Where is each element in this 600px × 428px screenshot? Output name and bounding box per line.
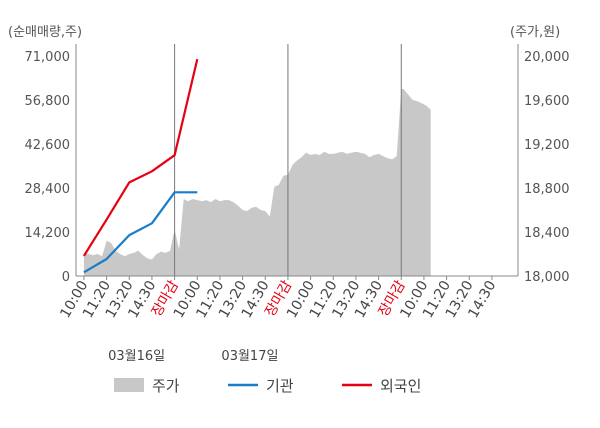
right-tick-label: 19,200	[524, 138, 570, 153]
date-label: 03월17일	[221, 349, 278, 364]
date-labels: 03월16일 03월17일	[108, 349, 278, 364]
left-tick-label: 14,200	[25, 226, 71, 241]
right-tick-label: 20,000	[524, 50, 570, 65]
series-line-foreign	[82, 58, 199, 257]
legend-label: 주가	[152, 377, 180, 395]
left-tick-label: 28,400	[25, 182, 71, 197]
price-area-series	[83, 89, 431, 276]
date-label: 03월16일	[108, 349, 165, 364]
right-tick-label: 18,800	[524, 182, 570, 197]
legend-swatch-price	[114, 378, 144, 392]
left-tick-label: 42,600	[25, 138, 71, 153]
left-tick-label: 71,000	[25, 50, 71, 65]
session-divider-lines	[174, 44, 402, 276]
legend: 주가 기관 외국인	[114, 377, 421, 395]
legend-label: 외국인	[380, 377, 421, 395]
net-buying-lines	[82, 58, 199, 274]
right-tick-label: 18,400	[524, 226, 570, 241]
right-tick-label: 19,600	[524, 94, 570, 109]
series-line-institution	[83, 191, 198, 274]
left-axis-ticks: 0 14,200 28,400 42,600 56,800 71,000	[25, 50, 71, 285]
right-axis-ticks: 18,000 18,400 18,800 19,200 19,600 20,000	[524, 50, 570, 285]
right-tick-label: 18,000	[524, 270, 570, 285]
price-area-path	[83, 89, 431, 276]
x-axis-ticks: 10:0011:2013:2014:30장마감10:0011:2013:2014…	[57, 276, 499, 321]
legend-label: 기관	[266, 377, 294, 395]
right-axis-unit: (주가,원)	[510, 25, 560, 40]
left-tick-label: 56,800	[25, 94, 71, 109]
left-tick-label: 0	[62, 270, 70, 285]
left-axis-unit: (순매매량,주)	[8, 25, 82, 40]
